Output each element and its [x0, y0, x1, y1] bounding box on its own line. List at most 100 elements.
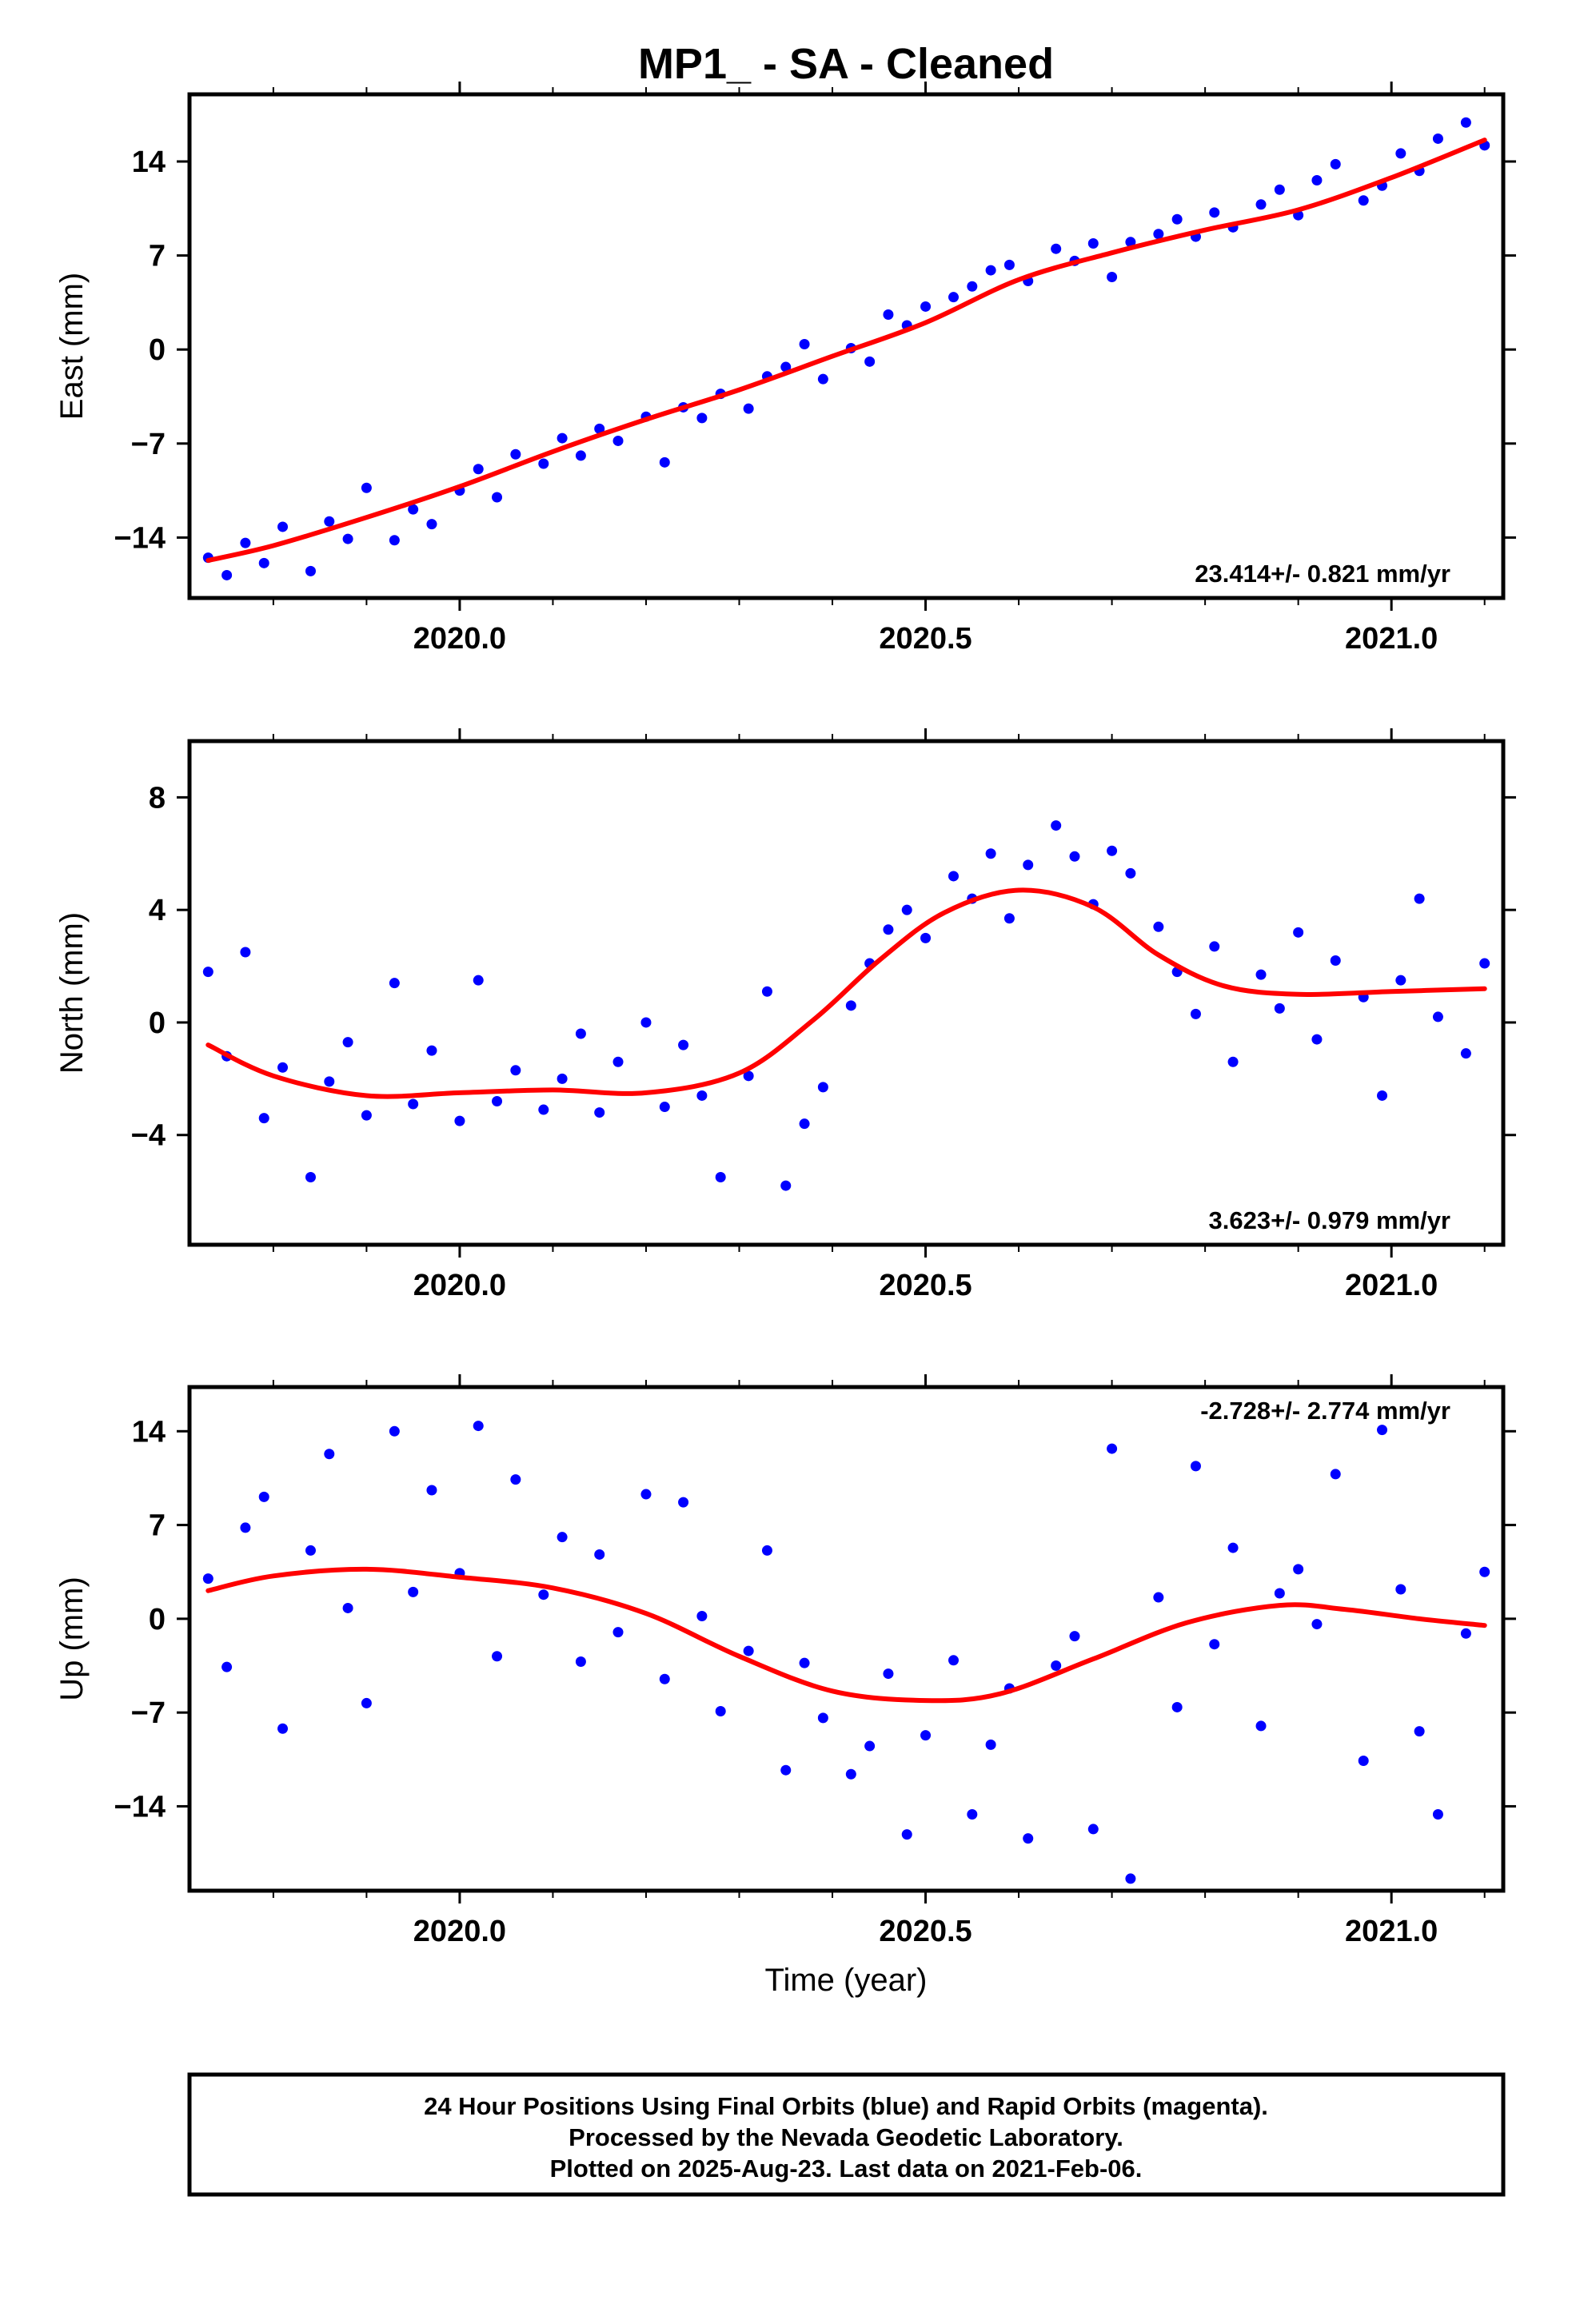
east-data-point: [1311, 175, 1323, 186]
north-y-tick-label: −4: [131, 1119, 166, 1153]
east-y-axis-title: East (mm): [54, 273, 90, 420]
caption-line-2: Processed by the Nevada Geodetic Laborat…: [569, 2123, 1123, 2151]
up-data-point: [305, 1545, 316, 1556]
east-data-point: [575, 450, 586, 461]
east-data-point: [342, 533, 353, 544]
north-data-point: [1003, 913, 1015, 924]
up-data-point: [1051, 1660, 1062, 1672]
north-x-tick-label: 2020.0: [413, 1269, 506, 1302]
north-data-point: [901, 904, 912, 915]
east-x-tick-label: 2020.0: [413, 622, 506, 656]
north-data-point: [1432, 1011, 1443, 1022]
east-data-point: [780, 361, 792, 373]
caption-box: 24 Hour Positions Using Final Orbits (bl…: [187, 2072, 1506, 2197]
north-data-point: [883, 924, 894, 935]
up-data-point: [1311, 1619, 1323, 1630]
north-y-tick-label: 8: [149, 781, 166, 815]
east-y-tick-label: 14: [132, 145, 166, 179]
up-data-point: [799, 1657, 810, 1668]
east-data-point: [426, 519, 437, 530]
up-rate-label: -2.728+/- 2.774 mm/yr: [1200, 1397, 1450, 1425]
north-y-tick-label: 0: [149, 1007, 166, 1040]
up-y-tick-label: 7: [149, 1509, 166, 1543]
up-points: [202, 1421, 1490, 1884]
north-data-point: [240, 947, 251, 958]
north-rate-label: 3.623+/- 0.979 mm/yr: [1209, 1206, 1450, 1234]
east-data-point: [1358, 195, 1369, 206]
up-data-point: [389, 1425, 400, 1437]
east-data-point: [324, 516, 335, 527]
up-data-point: [1023, 1833, 1034, 1844]
up-data-point: [408, 1586, 419, 1597]
up-data-point: [1395, 1584, 1406, 1595]
east-rate-label: 23.414+/- 0.821 mm/yr: [1195, 560, 1450, 588]
east-data-point: [538, 458, 549, 469]
north-data-point: [1051, 820, 1062, 831]
up-data-point: [780, 1764, 792, 1776]
north-data-point: [1107, 845, 1118, 856]
up-data-point: [240, 1522, 251, 1533]
north-data-point: [1330, 955, 1341, 967]
up-data-point: [1432, 1808, 1443, 1820]
up-data-point: [696, 1611, 708, 1622]
up-y-tick-label: 14: [132, 1415, 166, 1449]
up-data-point: [1087, 1824, 1099, 1835]
north-data-point: [640, 1017, 652, 1028]
north-data-point: [408, 1098, 419, 1110]
up-data-point: [715, 1705, 726, 1716]
up-y-tick-label: −7: [131, 1696, 166, 1730]
up-data-point: [920, 1730, 932, 1741]
east-data-point: [1330, 158, 1341, 169]
north-data-point: [1023, 859, 1034, 871]
north-data-point: [1190, 1008, 1201, 1019]
north-x-tick-label: 2020.5: [879, 1269, 972, 1302]
up-data-point: [761, 1545, 772, 1556]
up-data-point: [1330, 1469, 1341, 1480]
east-panel: 2020.0 2020.5 2021.0 −14 −7 0 7 14 East (mm) 23.4…: [54, 82, 1516, 656]
east-data-point: [594, 423, 605, 434]
up-x-tick-label: 2021.0: [1345, 1915, 1438, 1948]
north-points: [202, 820, 1490, 1191]
up-y-axis-title: Up (mm): [54, 1577, 90, 1701]
east-y-tick-label: −7: [131, 428, 166, 461]
north-y-axis-title: North (mm): [54, 912, 90, 1074]
up-data-point: [221, 1661, 233, 1672]
east-data-point: [1051, 243, 1062, 254]
north-data-point: [1227, 1056, 1239, 1067]
east-data-point: [510, 448, 521, 460]
up-data-point: [1377, 1425, 1388, 1436]
up-data-point: [1460, 1628, 1471, 1639]
east-data-point: [612, 435, 624, 446]
north-data-point: [305, 1172, 316, 1183]
up-y-tick-label: 0: [149, 1603, 166, 1636]
up-data-point: [594, 1549, 605, 1560]
up-data-point: [1069, 1631, 1080, 1642]
up-data-point: [1293, 1564, 1304, 1575]
north-data-point: [473, 975, 484, 986]
north-data-point: [575, 1028, 586, 1039]
up-data-point: [1107, 1443, 1118, 1454]
east-data-point: [1087, 237, 1099, 249]
north-data-point: [1274, 1003, 1285, 1014]
north-data-point: [1125, 867, 1136, 879]
east-data-point: [557, 433, 568, 444]
up-fit-curve: [205, 1566, 1487, 1704]
east-data-point: [408, 504, 419, 515]
north-data-point: [612, 1056, 624, 1067]
up-data-point: [277, 1723, 289, 1734]
up-data-point: [901, 1829, 912, 1840]
north-data-point: [510, 1065, 521, 1076]
east-fit-curve: [205, 138, 1487, 563]
up-data-point: [1209, 1639, 1220, 1650]
north-data-point: [696, 1090, 708, 1101]
up-data-point: [492, 1651, 503, 1662]
north-data-point: [985, 848, 996, 859]
north-data-point: [845, 1000, 856, 1011]
up-x-tick-label: 2020.0: [413, 1915, 506, 1948]
up-data-point: [817, 1712, 828, 1724]
east-y-tick-label: −14: [114, 521, 166, 555]
north-data-point: [780, 1180, 792, 1191]
x-axis-title: Time (year): [765, 1963, 928, 1998]
east-data-point: [1003, 259, 1015, 270]
